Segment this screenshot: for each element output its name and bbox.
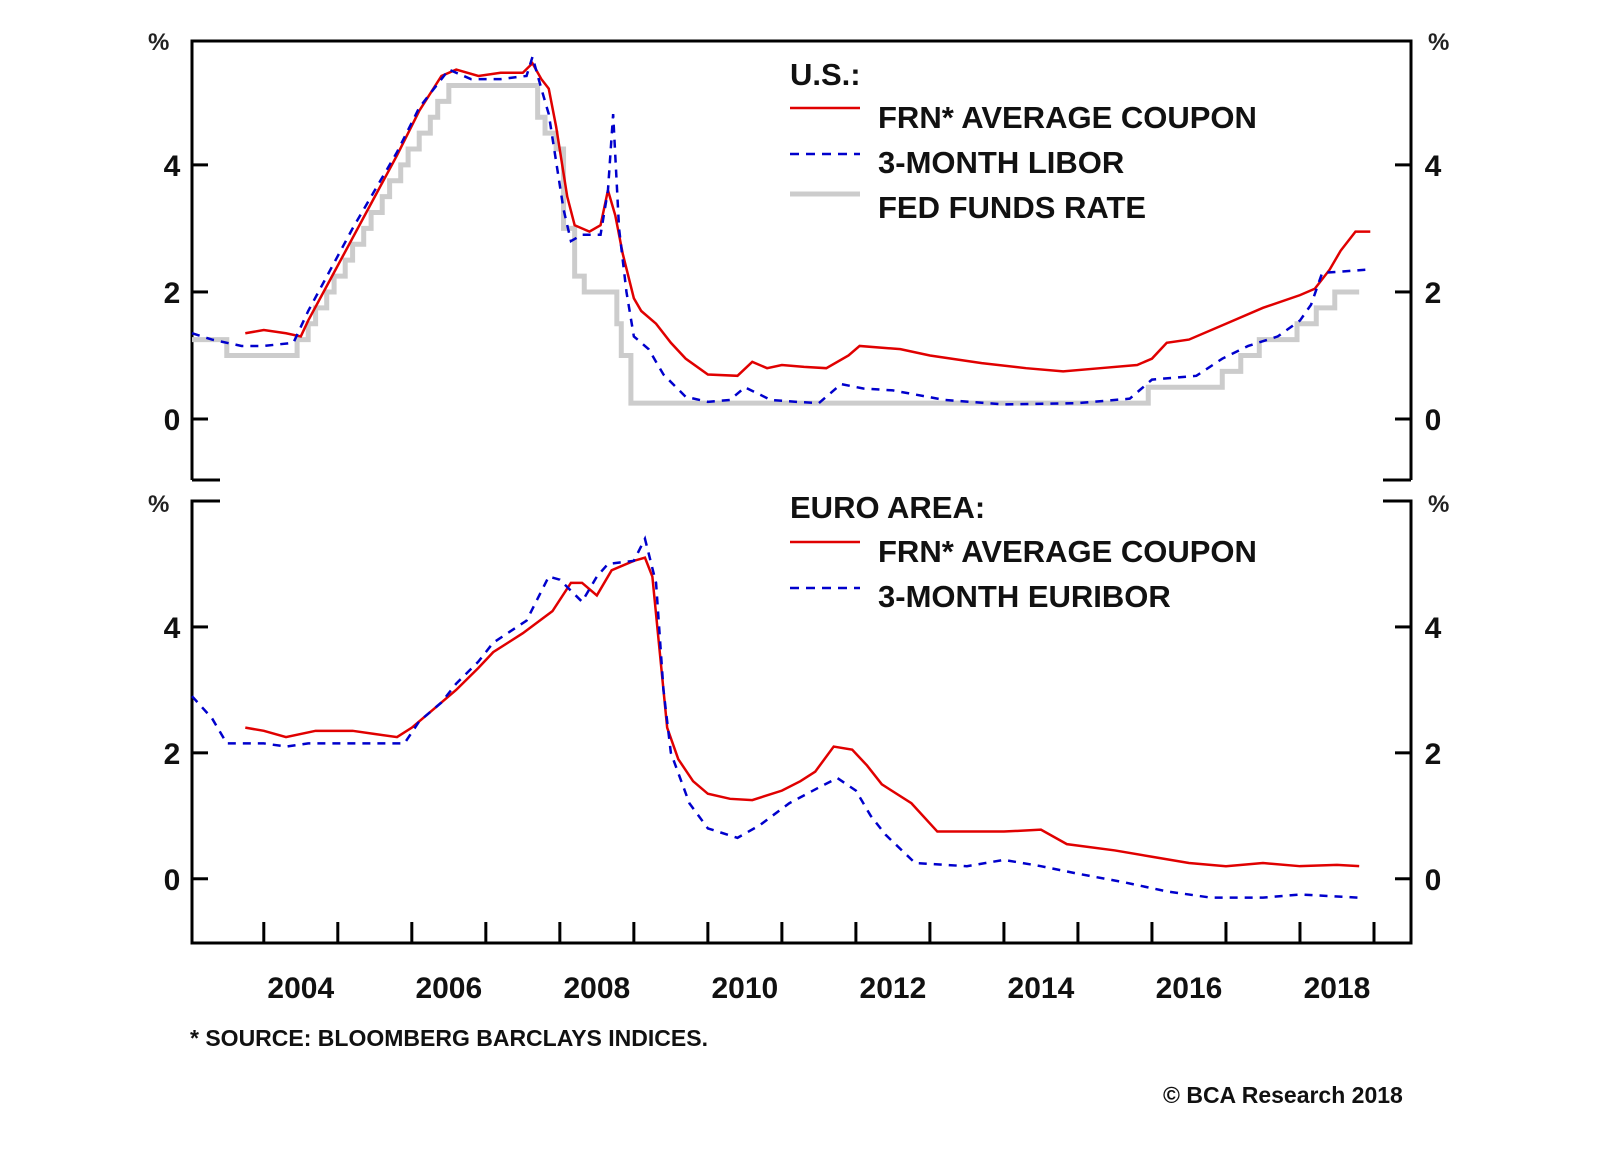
copyright: © BCA Research 2018 <box>1163 1082 1403 1108</box>
top-left-pct-label: % <box>148 29 169 56</box>
bottom-panel: 0 02 24 4 2004 2006 2008 2010 2012 2014 2016 2018 … <box>148 490 1449 1005</box>
top-series <box>191 52 1371 406</box>
bottom-ytick-label-left: 2 <box>164 738 181 771</box>
x-tick-label: 2014 <box>1008 972 1075 1005</box>
footnote: * SOURCE: BLOOMBERG BARCLAYS INDICES. <box>190 1025 708 1051</box>
bottom-legend-label-euribor: 3-MONTH EURIBOR <box>878 579 1171 614</box>
top-ytick-label-left: 0 <box>164 404 181 437</box>
bottom-series <box>191 535 1360 899</box>
top-panel-frame <box>190 39 1413 482</box>
x-axis: 2004 2006 2008 2010 2012 2014 2016 2018 <box>262 922 1376 1005</box>
bottom-series-3-month-euribor <box>191 535 1360 899</box>
bottom-y-ticks: 0 0 2 2 4 4 <box>164 612 1442 897</box>
top-legend-title: U.S.: <box>790 57 861 92</box>
top-y-ticks: 0 0 2 2 4 4 <box>164 150 1442 437</box>
x-tick-label: 2018 <box>1304 972 1371 1005</box>
bottom-ytick-label-right: 0 <box>1425 864 1442 897</box>
bottom-ytick-label-right: 4 <box>1425 612 1442 645</box>
top-series-frn-average-coupon <box>245 61 1371 378</box>
top-ytick-label-right: 4 <box>1425 150 1442 183</box>
top-series-3-month-libor <box>191 52 1367 406</box>
x-tick-label: 2008 <box>563 972 630 1005</box>
top-ytick-label-right: 2 <box>1425 277 1442 310</box>
bottom-legend-title: EURO AREA: <box>790 490 985 525</box>
bottom-right-pct-label: % <box>1428 491 1449 518</box>
top-legend-label-libor: 3-MONTH LIBOR <box>878 145 1124 180</box>
x-tick-label: 2010 <box>712 972 779 1005</box>
top-legend-label-frn: FRN* AVERAGE COUPON <box>878 100 1257 135</box>
top-legend-label-fedfunds: FED FUNDS RATE <box>878 190 1146 225</box>
bottom-legend-label-frn: FRN* AVERAGE COUPON <box>878 534 1257 569</box>
bottom-ytick-label-left: 0 <box>164 864 181 897</box>
bottom-ytick-label-left: 4 <box>164 612 181 645</box>
top-series-fed-funds-rate <box>192 82 1360 406</box>
top-legend: U.S.: FRN* AVERAGE COUPON 3-MONTH LIBOR … <box>790 57 1257 225</box>
bottom-series-frn-average-coupon <box>245 556 1360 868</box>
top-ytick-label-left: 2 <box>164 277 181 310</box>
bottom-panel-frame <box>190 499 1413 945</box>
bottom-ytick-label-right: 2 <box>1425 738 1442 771</box>
bottom-legend: EURO AREA: FRN* AVERAGE COUPON 3-MONTH E… <box>790 490 1257 614</box>
x-tick-label: 2006 <box>415 972 482 1005</box>
x-tick-label: 2016 <box>1156 972 1223 1005</box>
top-panel: 0 0 2 2 4 4 % % U.S.: FRN* AVERAGE COUPON 3-M… <box>148 29 1449 482</box>
top-ytick-label-right: 0 <box>1425 404 1442 437</box>
top-ytick-label-left: 4 <box>164 150 181 183</box>
x-tick-label: 2012 <box>860 972 927 1005</box>
top-right-pct-label: % <box>1428 29 1449 56</box>
bottom-left-pct-label: % <box>148 491 169 518</box>
x-tick-label: 2004 <box>267 972 334 1005</box>
